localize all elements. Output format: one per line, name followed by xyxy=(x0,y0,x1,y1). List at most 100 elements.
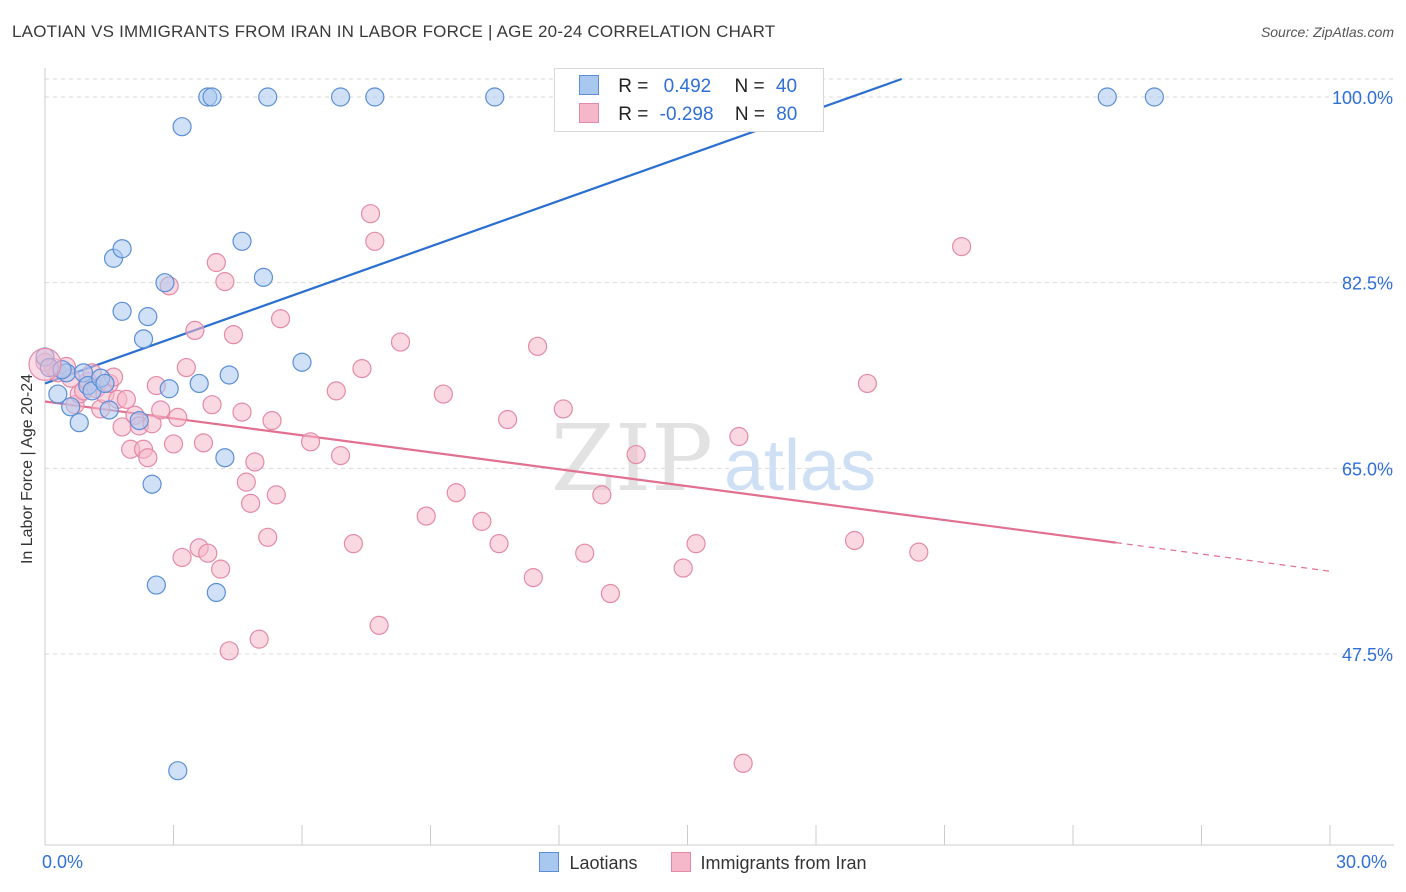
data-points xyxy=(28,87,1164,781)
laotian-point xyxy=(146,575,166,595)
iran-point xyxy=(330,446,351,466)
gridlines xyxy=(45,78,1394,655)
source-label: Source: ZipAtlas.com xyxy=(1260,24,1394,40)
iran-point xyxy=(498,409,518,430)
y-tick-label: 65.0% xyxy=(1342,459,1393,479)
iran-point xyxy=(245,452,265,472)
laotian-point xyxy=(133,329,154,349)
iran-point xyxy=(270,309,291,329)
laotian-point xyxy=(365,87,385,107)
laotian-point xyxy=(61,397,81,417)
iran-point xyxy=(198,543,218,563)
iran-point xyxy=(258,527,278,547)
iran-point xyxy=(116,389,136,409)
iran-point xyxy=(215,272,235,292)
iran-point xyxy=(266,485,286,505)
laotian-point xyxy=(1097,87,1117,107)
y-tick-label: 82.5% xyxy=(1342,274,1393,294)
laotian-point xyxy=(485,87,505,107)
x-tick-max: 30.0% xyxy=(1336,852,1388,872)
legend-label-laotians: Laotians xyxy=(569,853,638,873)
iran-point xyxy=(575,543,595,563)
laotian-point xyxy=(1144,87,1164,107)
laotian-point xyxy=(159,379,179,399)
iran-point xyxy=(176,357,196,378)
iran-point xyxy=(909,542,929,562)
iran-cluster-point xyxy=(28,347,62,381)
legend-label-iran: Immigrants from Iran xyxy=(700,853,867,873)
iran-point xyxy=(729,426,749,447)
iran-point xyxy=(185,320,205,341)
legend-n-label: N = xyxy=(734,104,765,125)
iran-point xyxy=(343,534,363,554)
iran-point xyxy=(686,534,706,554)
laotian-point xyxy=(155,273,175,293)
laotian-point xyxy=(330,87,351,107)
iran-trend-line xyxy=(44,400,1116,544)
iran-point xyxy=(857,373,878,394)
iran-point xyxy=(241,493,261,513)
iran-point xyxy=(300,432,321,452)
legend-row-iran: R = -0.298 N = 80 xyxy=(579,103,797,126)
iran-point xyxy=(416,506,436,526)
iran-point xyxy=(219,641,239,661)
laotian-point xyxy=(215,448,235,468)
laotian-point xyxy=(202,87,222,107)
iran-point xyxy=(202,395,222,415)
iran-point xyxy=(168,407,188,428)
correlation-legend: R = 0.492 N = 40 R = -0.298 N = 80 xyxy=(554,68,824,132)
iran-point xyxy=(232,402,252,422)
iran-point xyxy=(626,444,646,465)
iran-point xyxy=(390,332,411,352)
y-axis-label: In Labor Force | Age 20-24 xyxy=(19,373,36,565)
iran-point xyxy=(360,204,381,224)
legend-swatch-iran xyxy=(670,852,691,872)
iran-point xyxy=(249,629,269,649)
x-tick-min: 0.0% xyxy=(42,852,84,872)
legend-item-laotians: Laotians xyxy=(539,852,638,874)
legend-swatch-blue xyxy=(579,75,599,95)
laotian-point xyxy=(292,352,312,372)
iran-point xyxy=(369,615,389,635)
laotian-point xyxy=(112,239,132,259)
laotian-point xyxy=(142,474,162,494)
iran-point xyxy=(151,400,171,420)
series-legend: Laotians Immigrants from Iran xyxy=(0,852,1406,874)
iran-point xyxy=(844,530,865,551)
laotian-point xyxy=(168,761,188,781)
iran-point xyxy=(523,568,543,588)
iran-point xyxy=(172,547,192,568)
axes xyxy=(44,68,1394,846)
laotian-point xyxy=(48,384,68,404)
laotian-point xyxy=(232,231,252,251)
iran-point xyxy=(592,485,612,505)
iran-point xyxy=(211,559,231,579)
iran-point xyxy=(365,231,385,251)
laotian-point xyxy=(112,301,132,321)
laotian-point xyxy=(189,373,209,394)
iran-point xyxy=(553,399,573,419)
legend-row-laotians: R = 0.492 N = 40 xyxy=(579,75,797,98)
iran-point xyxy=(673,558,693,578)
legend-r-label: R = xyxy=(618,76,649,97)
legend-swatch-pink xyxy=(579,103,599,123)
iran-point xyxy=(446,483,466,503)
iran-point xyxy=(223,325,244,345)
iran-point xyxy=(262,410,282,431)
iran-point xyxy=(527,336,548,356)
watermark-atlas: atlas xyxy=(724,426,876,506)
laotian-point xyxy=(138,307,158,327)
legend-n-value: 40 xyxy=(775,76,798,97)
iran-point xyxy=(206,252,226,273)
iran-point xyxy=(489,534,509,554)
y-tick-label: 47.5% xyxy=(1342,645,1393,665)
legend-item-iran: Immigrants from Iran xyxy=(670,852,867,874)
laotian-point xyxy=(206,582,226,603)
legend-r-label: R = xyxy=(618,104,649,125)
iran-trend-extension xyxy=(1115,542,1331,572)
iran-point xyxy=(193,433,214,453)
laotian-point xyxy=(95,373,115,394)
iran-point xyxy=(472,511,492,531)
iran-point xyxy=(952,236,972,257)
